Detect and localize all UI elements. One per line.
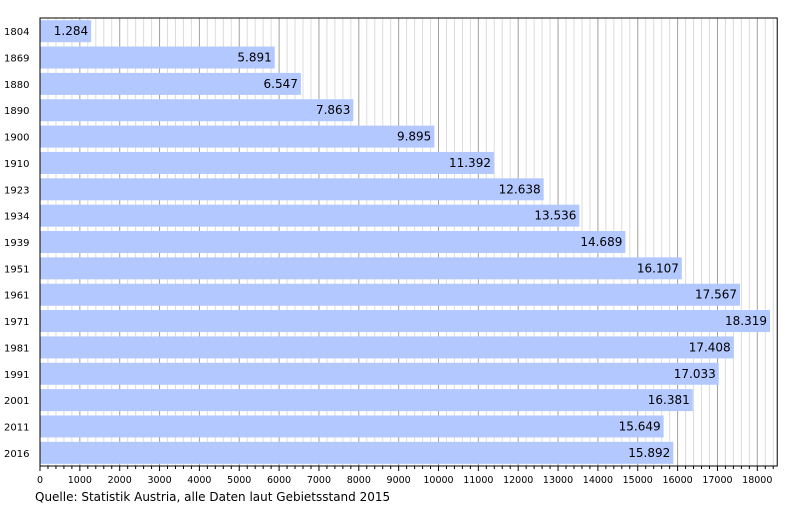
plot-frame [39,17,778,467]
x-tick-label: 1000 [68,475,92,486]
category-label: 1869 [4,54,29,65]
bar-value-label: 14.689 [580,235,622,249]
bar-1910 [40,151,494,174]
category-label: 1981 [4,343,29,354]
bar-1981 [40,336,734,359]
x-tick-label: 13000 [543,475,573,486]
x-tick-label: 12000 [503,475,533,486]
bar-1900 [40,125,435,148]
bar-value-label: 16.381 [648,393,690,407]
category-label: 1934 [4,212,29,223]
category-label: 1804 [4,27,29,38]
bar-1880 [40,72,301,95]
bar-value-label: 17.033 [674,367,716,381]
x-tick-label: 15000 [623,475,653,486]
category-label: 1923 [4,185,29,196]
x-tick-label: 6000 [267,475,291,486]
bar-value-label: 11.392 [449,156,491,170]
x-tick-label: 2000 [108,475,132,486]
bar-1991 [40,362,719,385]
x-tick-label: 8000 [347,475,371,486]
x-tick-label: 11000 [463,475,493,486]
bar-value-label: 17.567 [695,288,737,302]
category-label: 1971 [4,317,29,328]
bar-2016 [40,441,674,464]
x-tick-label: 0 [37,475,43,486]
bar-value-label: 16.107 [637,261,679,275]
category-label: 1910 [4,159,29,170]
category-label: 1900 [4,133,29,144]
bar-value-label: 9.895 [397,130,431,144]
bar-value-label: 17.408 [689,340,731,354]
bar-value-label: 5.891 [237,51,271,65]
bar-value-label: 15.892 [628,446,670,460]
x-tick-label: 3000 [147,475,171,486]
bar-1971 [40,310,771,333]
x-tick-label: 7000 [307,475,331,486]
source-note: Quelle: Statistik Austria, alle Daten la… [35,490,391,504]
category-label: 1890 [4,106,29,117]
bar-value-label: 18.319 [725,314,767,328]
bar-value-label: 1.284 [54,24,88,38]
bar-2001 [40,389,693,412]
x-tick-label: 10000 [423,475,453,486]
bar-value-label: 6.547 [264,77,298,91]
bar-2011 [40,415,664,438]
bar-value-label: 13.536 [534,209,576,223]
category-label: 1880 [4,80,29,91]
x-tick-label: 18000 [742,475,772,486]
category-label: 1939 [4,238,29,249]
labels: 1.284 1804 5.891 1869 6.547 1880 7.863 1890 9.89… [4,24,772,486]
bar-1934 [40,204,580,227]
category-label: 2011 [4,422,29,433]
category-label: 1951 [4,264,29,275]
bar-1869 [40,46,275,69]
x-tick-label: 5000 [227,475,251,486]
bars [40,20,771,464]
category-label: 1961 [4,291,29,302]
bar-1961 [40,283,741,306]
x-tick-label: 17000 [702,475,732,486]
x-tick-label: 4000 [187,475,211,486]
category-label: 1991 [4,370,29,381]
bar-value-label: 15.649 [619,419,661,433]
category-label: 2016 [4,449,29,460]
bar-value-label: 12.638 [499,182,541,196]
category-label: 2001 [4,396,29,407]
bar-1890 [40,99,354,122]
bar-1923 [40,178,544,201]
bar-1804 [40,20,92,43]
bar-value-label: 7.863 [316,103,350,117]
bar-1951 [40,257,682,280]
axes [39,17,778,471]
bar-1939 [40,231,626,253]
x-tick-label: 14000 [583,475,613,486]
x-tick-label: 9000 [387,475,411,486]
x-tick-label: 16000 [662,475,692,486]
